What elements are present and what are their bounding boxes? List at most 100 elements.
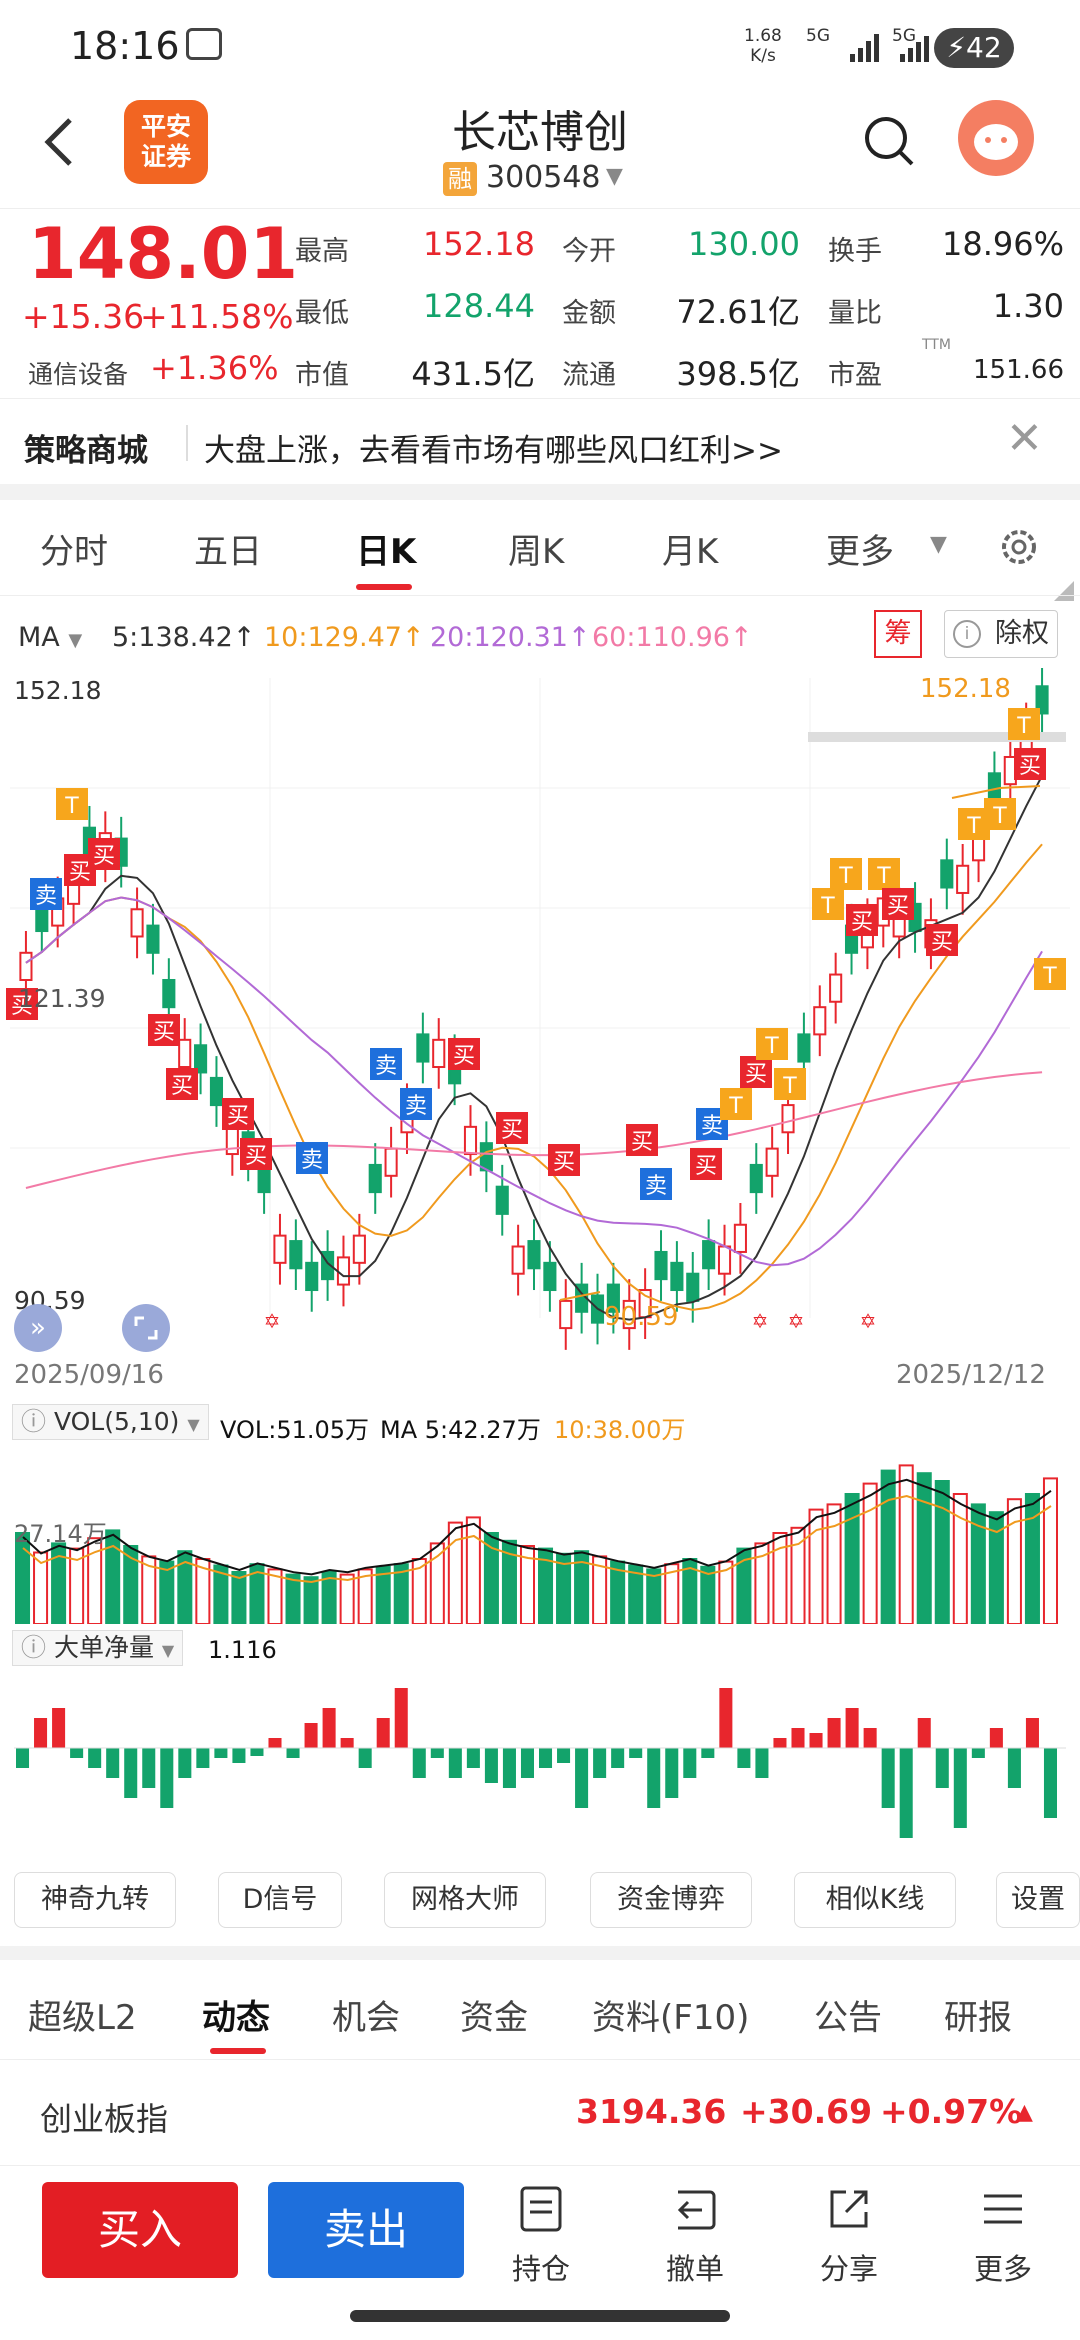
avatar[interactable] (958, 100, 1034, 176)
tab-f10[interactable]: 资料(F10) (592, 1998, 750, 2038)
fund-game-button[interactable]: 资金博弈 (590, 1872, 752, 1928)
back-button[interactable] (40, 112, 90, 182)
grid-master-button[interactable]: 网格大师 (384, 1872, 546, 1928)
search-button[interactable] (860, 112, 920, 172)
fullscreen-icon[interactable] (122, 1304, 170, 1352)
flow-bar (412, 1748, 426, 1778)
signal-tag-text: 买 (931, 930, 953, 955)
candle (178, 1038, 192, 1069)
pe-value: 151.66 (973, 355, 1064, 385)
resistance-band (808, 732, 1066, 742)
tab-five-day[interactable]: 五日 (194, 532, 262, 572)
flow-bar (755, 1748, 769, 1778)
tab-super-l2[interactable]: 超级L2 (28, 1998, 137, 2038)
candle (368, 1163, 382, 1194)
flow-bar (575, 1748, 589, 1808)
candle (194, 1044, 208, 1074)
flow-bar (629, 1748, 643, 1758)
buy-button[interactable]: 买入 (42, 2182, 238, 2278)
tab-intraday[interactable]: 分时 (40, 532, 108, 572)
gear-icon[interactable] (994, 522, 1044, 572)
similar-kline-button[interactable]: 相似K线 (794, 1872, 956, 1928)
tab-monthly-k[interactable]: 月K (662, 532, 719, 572)
tab-daily-k[interactable]: 日K (356, 532, 417, 572)
signal-tag-text: T (992, 804, 1007, 829)
position-button[interactable]: 持仓 (486, 2184, 596, 2294)
flow-bar (701, 1748, 715, 1758)
more-button[interactable]: 更多 (948, 2184, 1058, 2294)
caret-down-icon[interactable]: ▼ (606, 164, 623, 189)
tab-funds[interactable]: 资金 (460, 1998, 528, 2038)
ex-rights-button[interactable]: i 除权 (944, 610, 1058, 658)
flow-indicator-selector[interactable]: ⓘ 大单净量 ▼ (12, 1630, 184, 1666)
promo-banner[interactable]: 策略商城 大盘上涨，去看看市场有哪些风口红利>> ✕ (0, 398, 1080, 484)
large-order-flow-chart[interactable] (0, 1668, 1080, 1858)
volume-bar (844, 1493, 860, 1625)
tab-opportunity[interactable]: 机会 (332, 1998, 400, 2038)
promo-text[interactable]: 大盘上涨，去看看市场有哪些风口红利>> (204, 433, 783, 469)
candle (273, 1234, 287, 1264)
nine-turn-button[interactable]: 神奇九转 (14, 1872, 176, 1928)
d-signal-button[interactable]: D信号 (218, 1872, 342, 1928)
caret-down-icon[interactable]: ▼ (930, 532, 947, 557)
sector-change-pct: +1.36% (150, 349, 279, 387)
tab-dynamic[interactable]: 动态 (202, 1998, 270, 2038)
volume-chart[interactable]: 27.14万 (0, 1444, 1080, 1626)
signal-tag (448, 1038, 480, 1070)
candle (384, 1147, 398, 1177)
stock-code[interactable]: 300548 (486, 160, 601, 195)
sell-button[interactable]: 卖出 (268, 2182, 464, 2278)
chip-distribution-button[interactable]: 筹 (874, 610, 922, 658)
tab-weekly-k[interactable]: 周K (508, 532, 565, 572)
index-ticker[interactable]: 创业板指 3194.36 +30.69 +0.97% ▲ (0, 2062, 1080, 2166)
candle (162, 978, 176, 1009)
volume-indicator-selector[interactable]: ⓘ VOL(5,10) ▼ (12, 1404, 209, 1440)
signal-tag (720, 1088, 752, 1120)
signal-tag (830, 858, 862, 890)
kline-chart[interactable]: 卖买买 T 买买买买买卖卖卖买买买买卖买卖买 T T T T T T 买买买 T T T 买 T ✡ ✡ ✡ ✡ 1… (0, 664, 1080, 1398)
search-icon (865, 117, 914, 166)
close-icon[interactable]: ✕ (1006, 413, 1043, 464)
tab-research[interactable]: 研报 (944, 1998, 1012, 2038)
price-change-pct: +11.58% (140, 297, 294, 336)
cancel-order-button[interactable]: 撤单 (640, 2184, 750, 2294)
signal-tag-text: T (838, 864, 853, 889)
ma60-line (25, 1071, 1043, 1189)
caret-up-icon[interactable]: ▲ (1016, 2100, 1033, 2125)
volume-bar (916, 1472, 932, 1626)
flow-legend: ⓘ 大单净量 ▼ 1.116 (0, 1626, 1080, 1670)
expand-corner-icon[interactable] (1054, 581, 1074, 601)
signal-tag-text: 买 (501, 1118, 523, 1143)
signal-tag-text: 买 (69, 860, 91, 885)
flow-bar (917, 1718, 931, 1748)
tab-announcements[interactable]: 公告 (814, 1998, 882, 2038)
flow-bar (809, 1733, 823, 1748)
ma-selector[interactable]: MA ▼ (18, 622, 83, 653)
stock-name: 长芯博创 (452, 107, 628, 158)
ma10-value: 10:129.47↑ (264, 622, 425, 653)
flow-bar (989, 1728, 1003, 1748)
tools-settings-button[interactable]: 设置 (996, 1872, 1080, 1928)
sector-name[interactable]: 通信设备 (28, 360, 129, 389)
candle (432, 1038, 446, 1069)
sim2-label: 5G (892, 26, 916, 46)
volume-bar (447, 1521, 463, 1625)
signal-tag-text: 买 (11, 994, 33, 1019)
flow-bar (557, 1748, 571, 1763)
volume-bar (1024, 1493, 1040, 1625)
collapse-sidebar-icon[interactable]: » (14, 1304, 62, 1352)
signal-tag (984, 798, 1016, 830)
signal-icon-2 (900, 36, 929, 62)
broker-logo[interactable]: 平安 证券 (124, 100, 208, 184)
candle (765, 1147, 779, 1177)
volume-ma10-line (22, 1494, 1052, 1584)
flow-bar (971, 1748, 985, 1758)
flow-bar (1007, 1748, 1021, 1788)
flow-bar (683, 1748, 697, 1778)
high-label: 最高 (295, 236, 349, 267)
candle (527, 1240, 541, 1270)
low-label: 最低 (295, 298, 349, 329)
share-button[interactable]: 分享 (794, 2184, 904, 2294)
flow-bar (502, 1748, 516, 1788)
tab-more[interactable]: 更多 (826, 532, 894, 572)
